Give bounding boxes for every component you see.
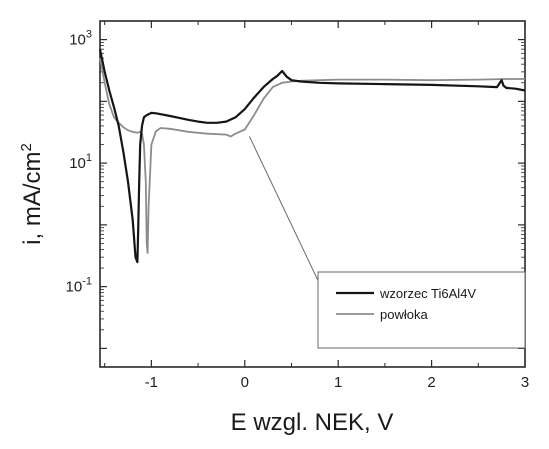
y-axis-label-exponent: 2 <box>18 143 35 151</box>
y-axis-label: i, mA/cm2 <box>18 143 46 245</box>
y-tick-label: 101 <box>69 152 92 172</box>
y-tick-label: 103 <box>69 29 92 49</box>
series-line-wzorzec <box>98 48 526 264</box>
x-tick-label: 0 <box>241 374 249 391</box>
series-line-powloka <box>99 58 525 254</box>
series-layer <box>98 48 526 264</box>
x-tick-label: 2 <box>427 374 435 391</box>
y-tick-label: 10-1 <box>66 276 92 296</box>
x-axis-label: E wzgl. NEK, V <box>231 409 394 436</box>
tick-labels: -1 0 1 2 3 103 101 10-1 <box>66 29 530 391</box>
legend-box <box>317 271 526 349</box>
legend-label: powłoka <box>380 307 428 322</box>
x-tick-label: 1 <box>334 374 342 391</box>
legend-label: wzorzec Ti6Al4V <box>379 286 476 301</box>
x-tick-label: -1 <box>145 374 158 391</box>
plot-frame <box>99 20 526 368</box>
y-axis-label-text: i, mA/cm <box>19 152 46 245</box>
x-tick-label: 3 <box>521 374 529 391</box>
legend: wzorzec Ti6Al4V powłoka <box>248 136 526 349</box>
